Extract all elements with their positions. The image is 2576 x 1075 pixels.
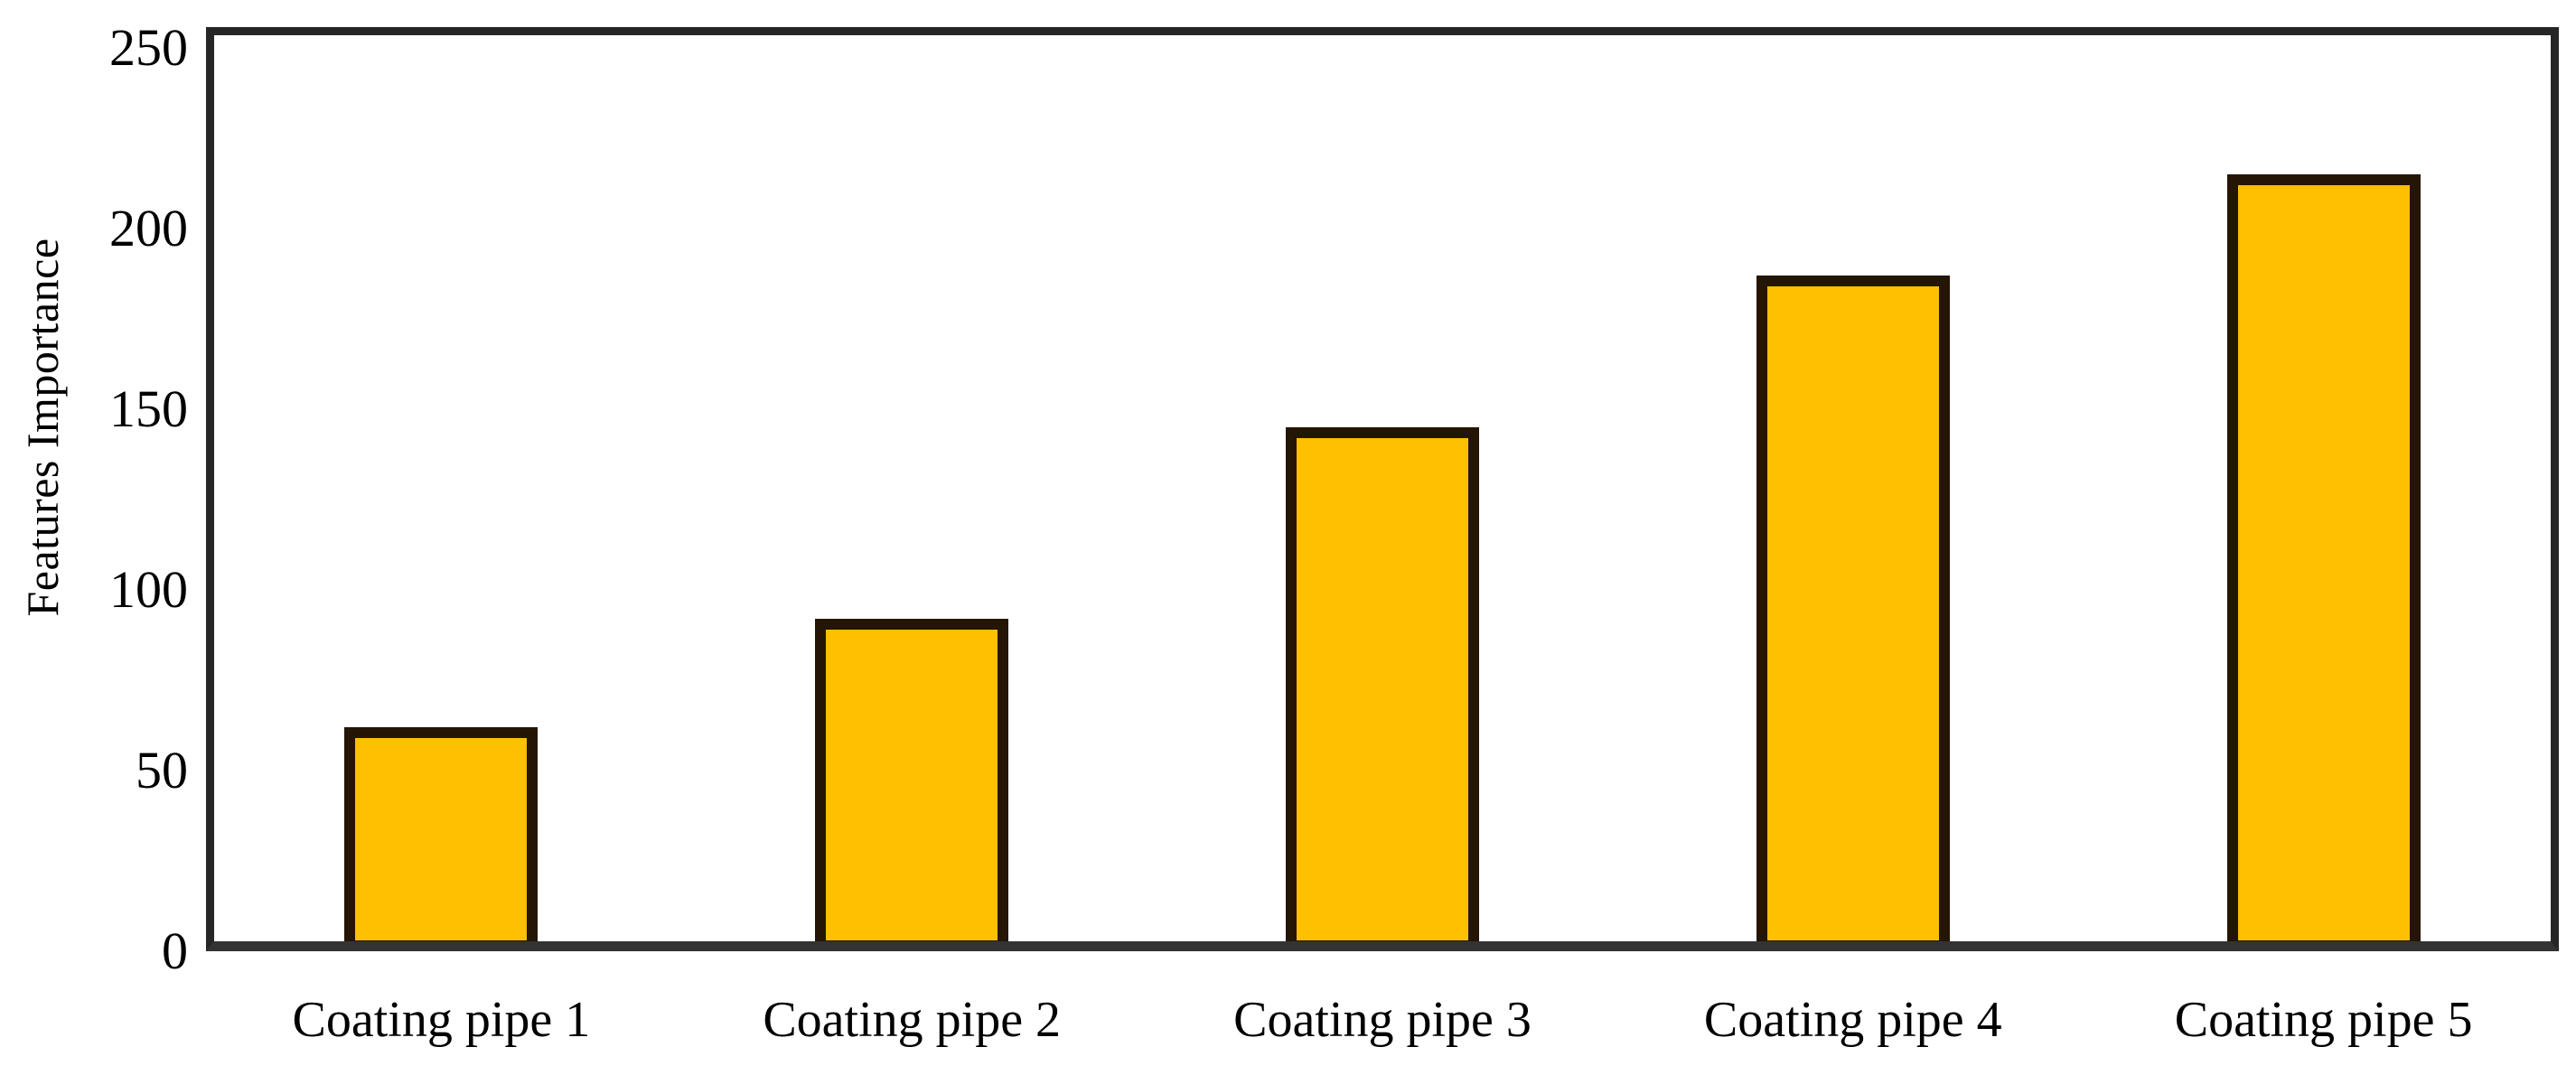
x-category-label-1: Coating pipe 1 [292,992,591,1048]
y-tick-label-50: 50 [136,741,188,799]
y-tick-label-100: 100 [109,560,188,619]
bar-coating-pipe-4 [1756,276,1950,951]
y-tick-label-150: 150 [109,379,188,438]
y-tick-label-200: 200 [109,199,188,257]
x-category-label-4: Coating pipe 4 [1703,992,2002,1048]
y-tick-label-0: 0 [162,921,188,980]
y-tick-label-250: 250 [109,18,188,77]
bar-coating-pipe-2 [815,619,1009,951]
bar-coating-pipe-3 [1286,427,1479,951]
x-category-label-5: Coating pipe 5 [2174,992,2473,1048]
bar-coating-pipe-1 [344,727,539,951]
x-category-label-2: Coating pipe 2 [763,992,1062,1048]
x-category-label-3: Coating pipe 3 [1233,992,1532,1048]
bar-coating-pipe-5 [2226,174,2421,951]
